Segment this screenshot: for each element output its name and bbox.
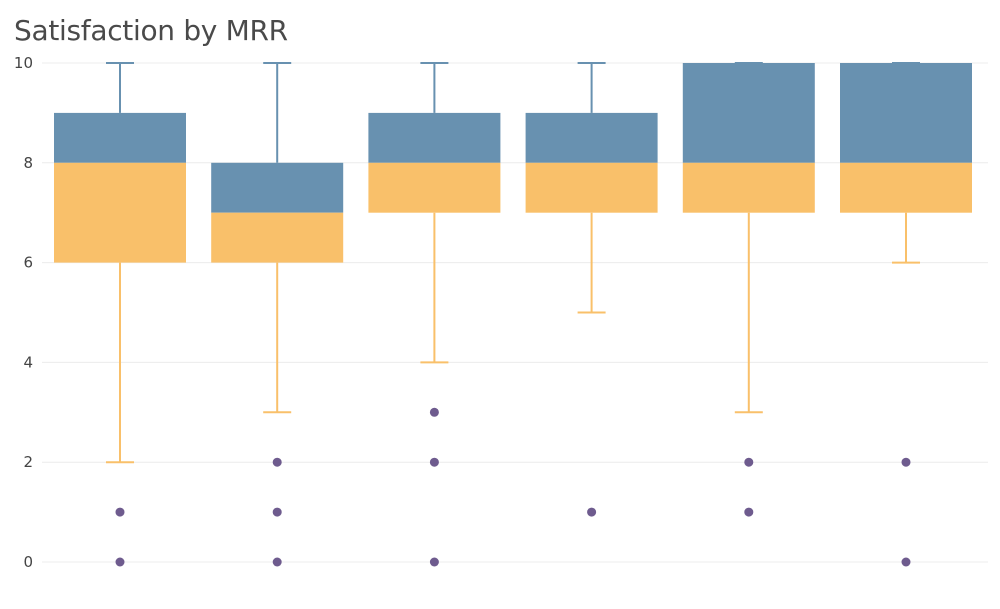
upper-box-3	[368, 112, 501, 163]
outlier-point-6-1	[901, 457, 911, 467]
lower-box-6	[840, 162, 972, 213]
outlier-point-5-2	[744, 507, 754, 517]
outlier-point-1-1	[115, 507, 125, 517]
upper-box-4	[525, 112, 658, 163]
outlier-point-2-2	[272, 507, 282, 517]
outlier-point-3-3	[429, 557, 439, 567]
box-5	[682, 62, 815, 517]
lower-box-3	[368, 162, 501, 213]
box-6	[840, 62, 972, 567]
y-tick-label-0: 0	[23, 553, 33, 571]
outlier-point-6-2	[901, 557, 911, 567]
box-4	[525, 62, 658, 517]
y-tick-label-6: 6	[23, 254, 33, 272]
upper-box-6	[840, 63, 972, 163]
y-tick-label-8: 8	[23, 154, 33, 172]
outlier-point-2-1	[272, 457, 282, 467]
box-1	[54, 62, 186, 567]
lower-box-5	[682, 162, 815, 213]
box-3	[368, 62, 501, 567]
lower-box-1	[54, 162, 186, 263]
chart-title: Satisfaction by MRR	[14, 14, 288, 47]
y-axis-tick-labels: 0 2 4 6 8 10	[14, 54, 33, 571]
outlier-point-3-2	[429, 457, 439, 467]
box-2	[211, 62, 344, 567]
grid-layer	[42, 62, 988, 563]
y-tick-label-10: 10	[14, 54, 33, 72]
outlier-point-4-1	[587, 507, 597, 517]
upper-box-2	[211, 162, 344, 213]
lower-box-2	[211, 212, 344, 263]
y-tick-label-2: 2	[23, 453, 33, 471]
outlier-point-2-3	[272, 557, 282, 567]
box-layer	[54, 62, 972, 567]
outlier-point-5-1	[744, 457, 754, 467]
upper-box-5	[682, 63, 815, 163]
outlier-point-3-1	[429, 407, 439, 417]
upper-box-1	[54, 112, 186, 163]
lower-box-4	[525, 162, 658, 213]
outlier-point-1-2	[115, 557, 125, 567]
y-tick-label-4: 4	[23, 353, 33, 371]
